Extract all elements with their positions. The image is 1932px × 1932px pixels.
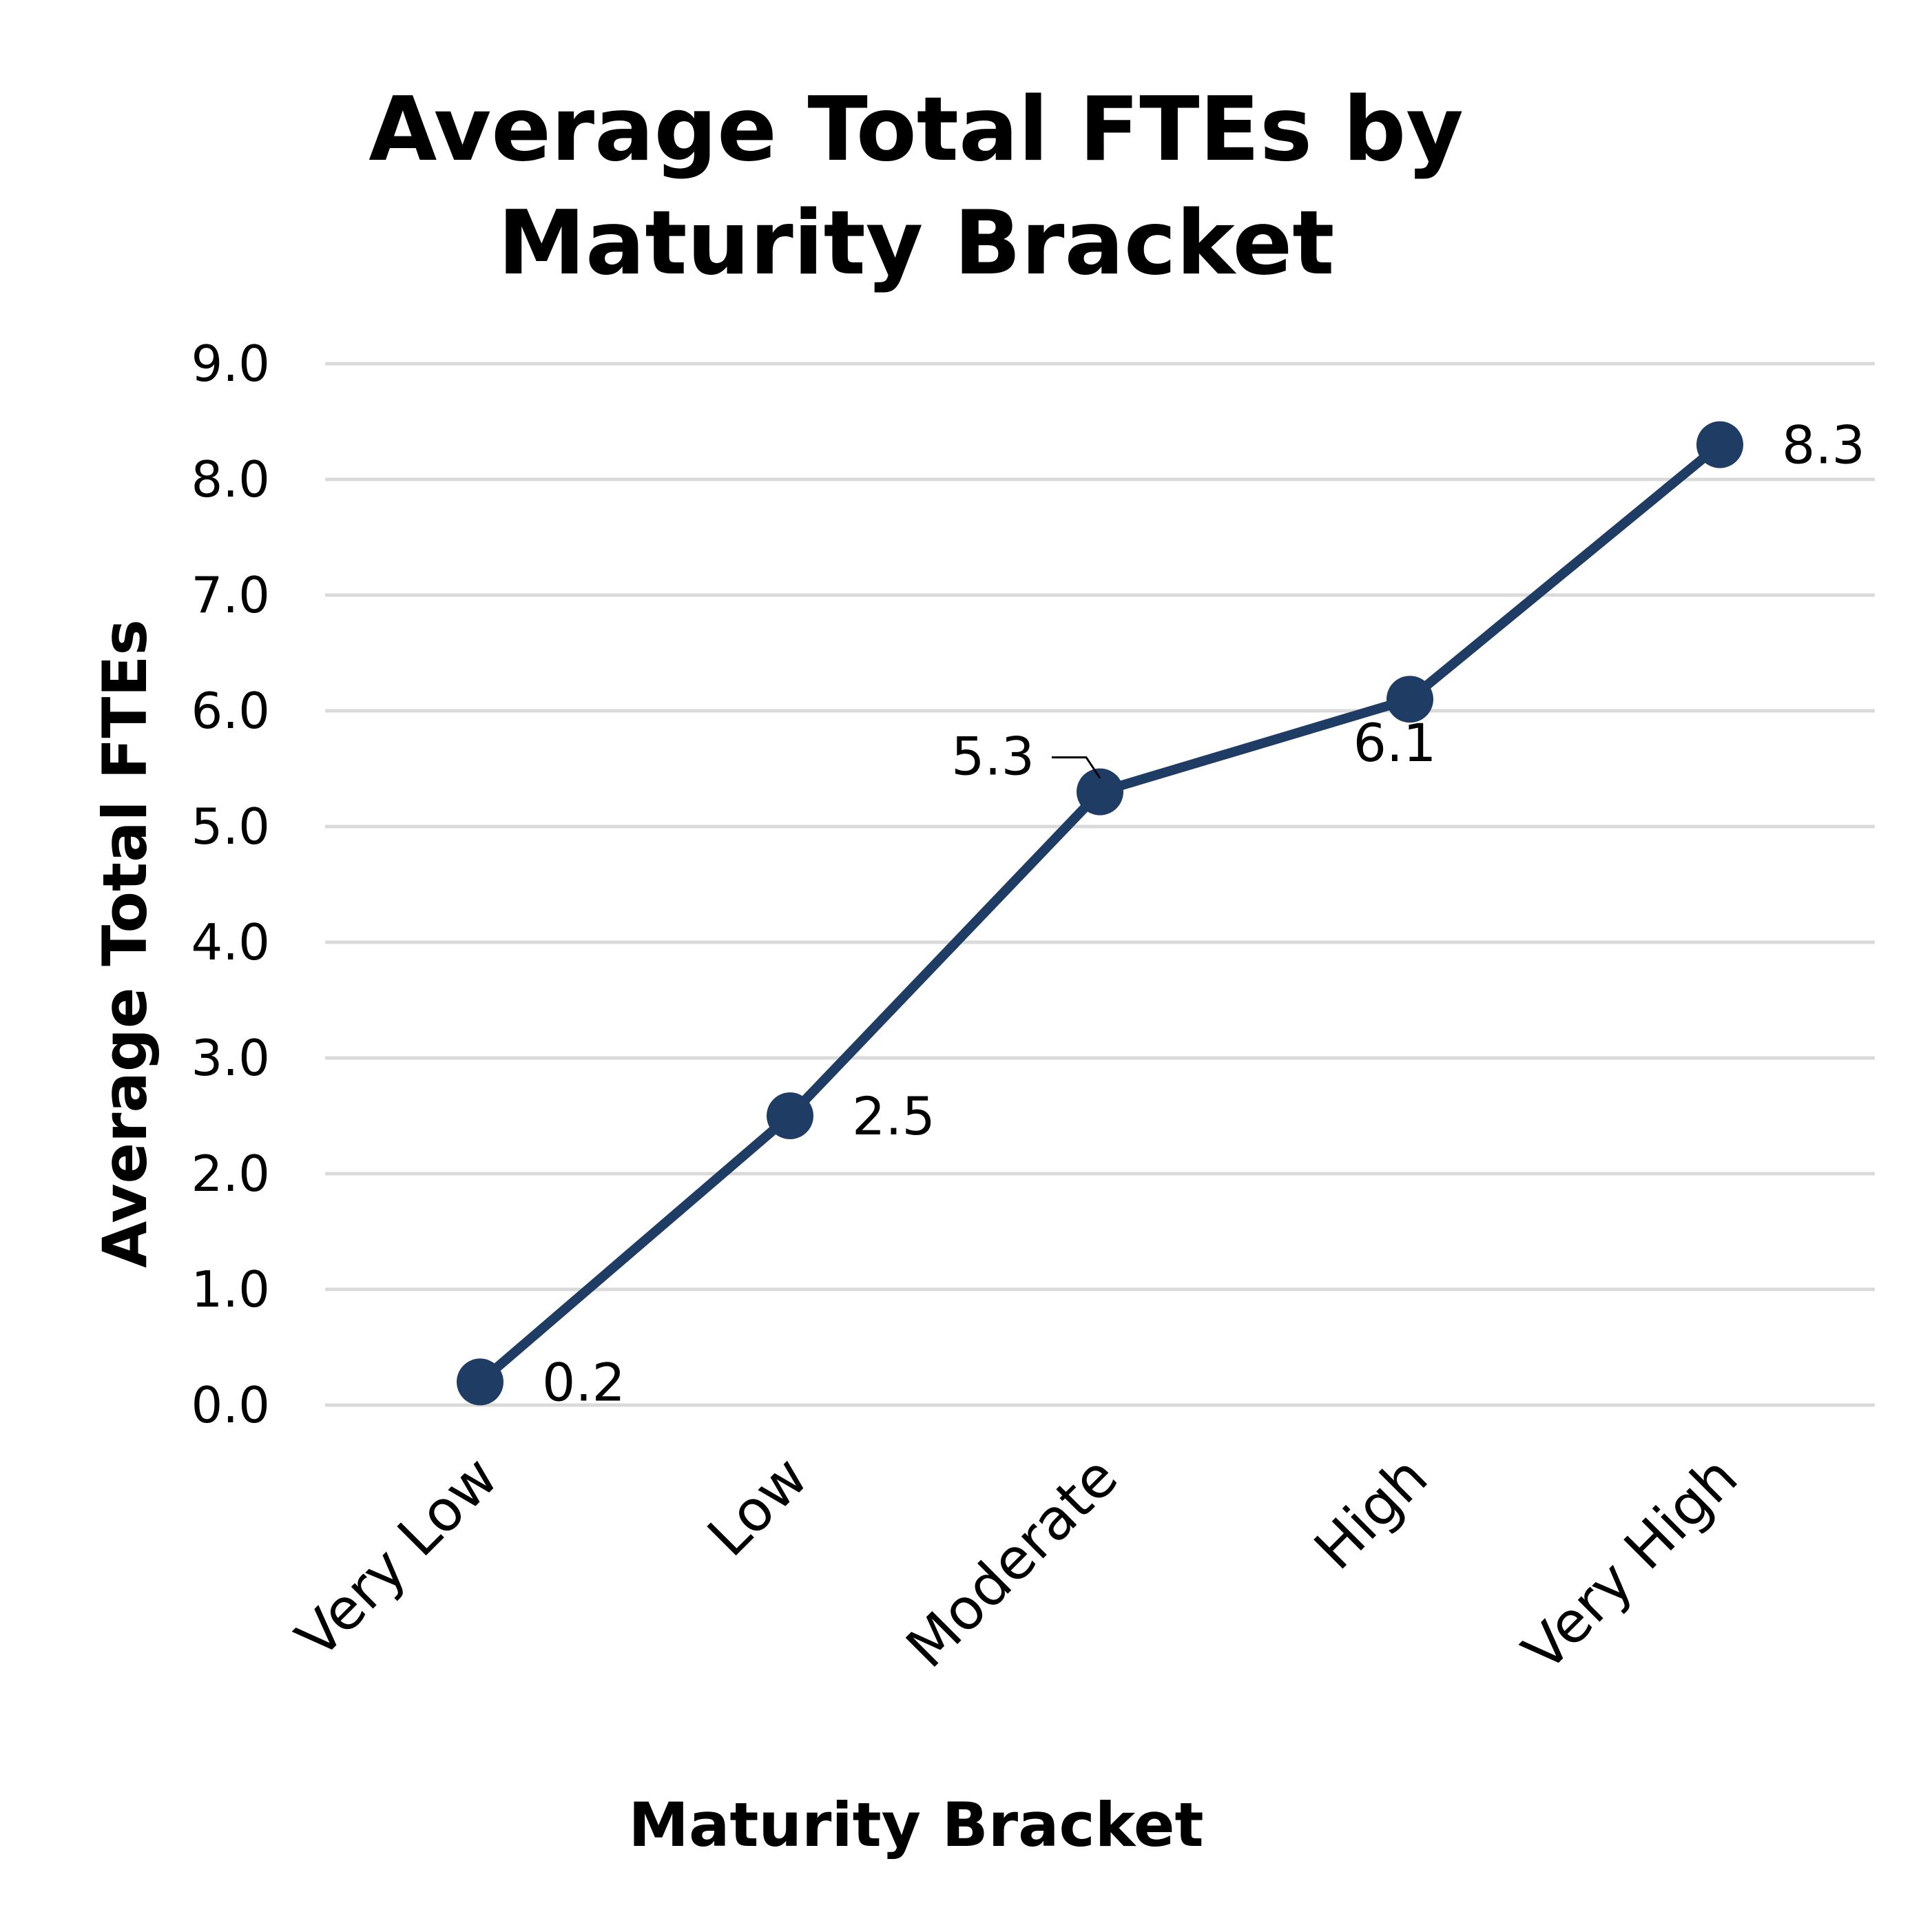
y-tick-label: 4.0 — [191, 913, 270, 971]
series-line — [475, 439, 1725, 1387]
chart-title-line-2: Maturity Bracket — [498, 192, 1335, 295]
y-tick-label: 5.0 — [191, 798, 270, 855]
data-point-marker — [1077, 768, 1123, 816]
data-point-marker — [1386, 676, 1433, 723]
data-point-marker — [1696, 421, 1743, 468]
gridlines — [325, 362, 1875, 1407]
y-axis-ticks: 0.0 1.0 2.0 3.0 4.0 5.0 6.0 7.0 8.0 9.0 — [191, 335, 270, 1434]
x-tick-label: Moderate — [894, 1444, 1130, 1681]
data-label: 6.1 — [1353, 712, 1437, 773]
data-label: 2.5 — [852, 1086, 935, 1147]
series-average-total-ftes — [457, 421, 1743, 1406]
data-labels: 0.2 2.5 5.3 6.1 8.3 — [542, 415, 1865, 1413]
y-tick-label: 7.0 — [191, 566, 270, 624]
x-tick-label: Very High — [1510, 1444, 1750, 1684]
y-tick-label: 8.0 — [191, 450, 270, 508]
data-label: 0.2 — [542, 1351, 625, 1413]
y-tick-label: 6.0 — [191, 682, 270, 740]
y-tick-label: 1.0 — [191, 1260, 270, 1318]
x-axis-ticks: Very Low Low Moderate High Very High — [284, 1444, 1750, 1684]
y-tick-label: 0.0 — [191, 1376, 270, 1434]
data-label: 5.3 — [951, 726, 1035, 787]
y-axis-title: Average Total FTEs — [90, 619, 160, 1268]
x-axis-title: Maturity Bracket — [628, 1789, 1203, 1860]
data-point-marker — [457, 1358, 503, 1406]
x-tick-label: Very Low — [284, 1444, 510, 1671]
data-label: 8.3 — [1782, 415, 1865, 476]
data-label-leader-line — [1052, 756, 1101, 779]
y-tick-label: 9.0 — [191, 335, 270, 393]
x-tick-label: Low — [696, 1444, 820, 1569]
chart-title-line-1: Average Total FTEs by — [368, 79, 1464, 181]
x-tick-label: High — [1302, 1444, 1440, 1582]
data-point-marker — [767, 1092, 813, 1139]
y-tick-label: 2.0 — [191, 1145, 270, 1203]
y-tick-label: 3.0 — [191, 1029, 270, 1087]
